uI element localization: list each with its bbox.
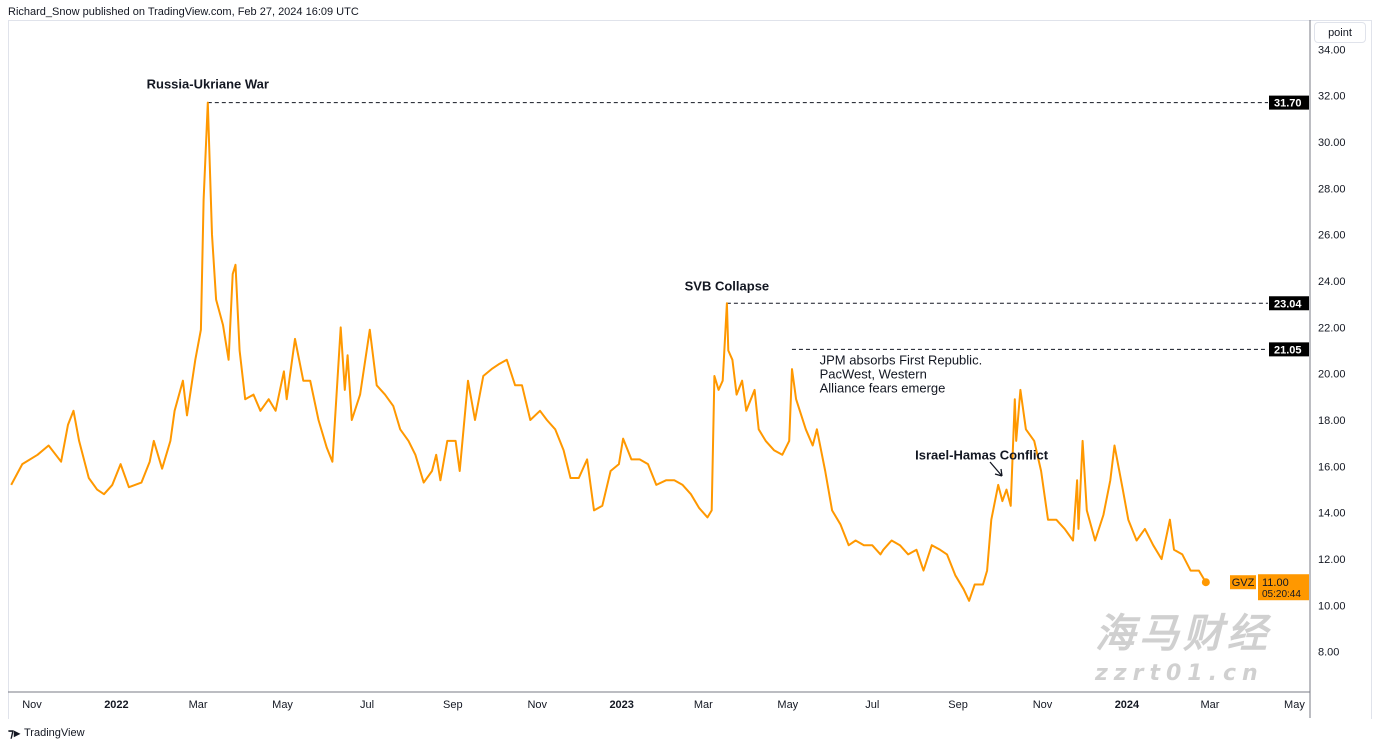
y-tick-label: 24.00 <box>1318 276 1346 288</box>
x-tick-label: 2023 <box>609 699 633 711</box>
symbol-label: GVZ <box>1232 577 1255 589</box>
annotation-text: JPM absorbs First Republic. <box>820 352 983 367</box>
x-tick-label: Jul <box>865 699 879 711</box>
x-tick-label: Mar <box>189 699 208 711</box>
footer-brand: ⁊▸ TradingView <box>8 726 85 740</box>
last-price-label-bg <box>1258 574 1309 601</box>
annotation: Israel-Hamas Conflict <box>915 447 1049 462</box>
y-tick-label: 34.00 <box>1318 44 1346 56</box>
y-tick-label: 32.00 <box>1318 91 1346 103</box>
x-tick-label: Nov <box>1033 699 1053 711</box>
y-tick-label: 10.00 <box>1318 600 1346 612</box>
x-tick-label: Mar <box>1201 699 1220 711</box>
y-tick-label: 8.00 <box>1318 647 1339 659</box>
x-tick-label: Nov <box>527 699 547 711</box>
published-header: Richard_Snow published on TradingView.co… <box>8 6 359 18</box>
y-tick-label: 30.00 <box>1318 137 1346 149</box>
y-tick-label: 16.00 <box>1318 461 1346 473</box>
x-tick-label: 2024 <box>1115 699 1140 711</box>
x-tick-label: Jul <box>360 699 374 711</box>
y-tick-label: 14.00 <box>1318 508 1346 520</box>
y-tick-label: 22.00 <box>1318 322 1346 334</box>
level-label-bg <box>1269 296 1309 311</box>
level-label-bg <box>1269 95 1309 110</box>
x-tick-label: Mar <box>694 699 713 711</box>
scale-mode-button[interactable]: point <box>1314 22 1366 43</box>
y-tick-label: 12.00 <box>1318 554 1346 566</box>
x-tick-label: Nov <box>22 699 42 711</box>
y-tick-label: 28.00 <box>1318 183 1346 195</box>
watermark-site: zzrt01.cn <box>1095 661 1264 686</box>
symbol-label-bg <box>1230 575 1256 590</box>
x-tick-label: 2022 <box>104 699 128 711</box>
y-tick-label: 18.00 <box>1318 415 1346 427</box>
annotation-text: Alliance fears emerge <box>820 380 946 395</box>
annotation-text: Russia-Ukriane War <box>147 77 269 92</box>
annotation-text: SVB Collapse <box>685 278 770 293</box>
annotation-arrow-icon <box>989 461 1003 477</box>
tradingview-logo-icon: ⁊▸ <box>8 726 20 740</box>
level-label: 31.70 <box>1274 98 1302 110</box>
annotation: Russia-Ukriane War <box>147 77 269 92</box>
last-point-marker <box>1201 578 1210 587</box>
x-tick-label: May <box>777 699 798 711</box>
level-label-bg <box>1269 342 1309 357</box>
bar-countdown: 05:20:44 <box>1262 589 1301 600</box>
y-tick-label: 26.00 <box>1318 230 1346 242</box>
footer-brand-label: TradingView <box>24 727 85 739</box>
chart-frame <box>8 20 1372 719</box>
gvz-series-line <box>10 101 1207 602</box>
x-tick-label: May <box>1284 699 1305 711</box>
level-label: 21.05 <box>1274 344 1302 356</box>
x-tick-label: Sep <box>443 699 463 711</box>
annotation-text: Israel-Hamas Conflict <box>915 447 1049 462</box>
watermark-logo: 海马财经 <box>1095 611 1271 657</box>
last-price-value: 11.00 <box>1262 577 1289 589</box>
annotation: SVB Collapse <box>685 278 770 293</box>
annotation-text: PacWest, Western <box>820 366 927 381</box>
x-tick-label: May <box>272 699 293 711</box>
y-tick-label: 20.00 <box>1318 369 1346 381</box>
x-tick-label: Sep <box>948 699 968 711</box>
level-label: 23.04 <box>1274 298 1302 310</box>
annotation: JPM absorbs First Republic.PacWest, West… <box>820 352 983 395</box>
